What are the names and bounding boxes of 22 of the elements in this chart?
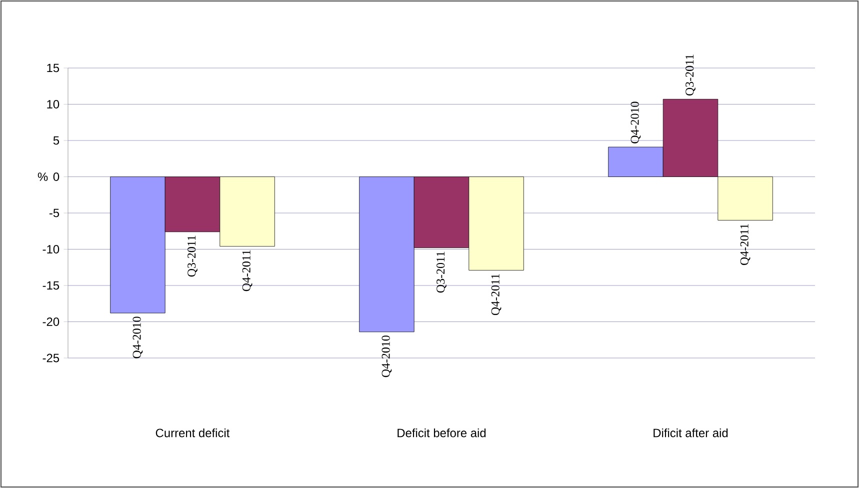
y-tick-label: -5 xyxy=(49,208,60,218)
text: Q3-2011 xyxy=(686,54,696,96)
text: Q4-2010 xyxy=(382,336,392,378)
x-tick-label: Deficit before aid xyxy=(398,428,486,438)
y-axis-title: % xyxy=(38,172,48,181)
y-tick-label: 10 xyxy=(47,100,60,108)
text: Q3-2011 xyxy=(436,252,446,293)
text: Q4-2011 xyxy=(740,224,750,266)
y-tick-label: -10 xyxy=(42,245,60,254)
text: Q4-2010 xyxy=(630,102,641,144)
text: Q4-2010 xyxy=(132,316,143,358)
y-tick-label: -15 xyxy=(42,281,60,290)
y-tick-label: 5 xyxy=(53,136,60,145)
y-tick-label: 0 xyxy=(53,172,60,181)
x-tick-label: Dificit after aid xyxy=(654,428,728,438)
text: Q4-2011 xyxy=(491,274,502,316)
y-tick-label: 15 xyxy=(47,64,60,72)
y-tick-label: -25 xyxy=(42,354,60,362)
text: Q4-2011 xyxy=(242,250,252,292)
text: Q3-2011 xyxy=(188,236,198,277)
y-tick-label: -20 xyxy=(42,318,60,326)
x-tick-label: Current deficit xyxy=(156,428,230,438)
